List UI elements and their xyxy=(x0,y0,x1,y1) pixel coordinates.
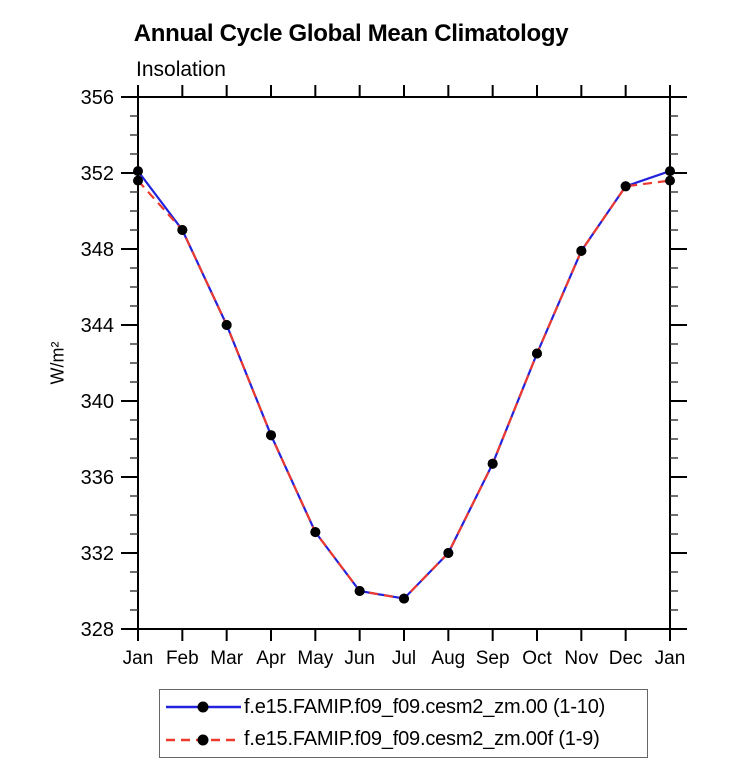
data-point-marker xyxy=(266,430,276,441)
x-axis-month-label: Aug xyxy=(431,648,465,669)
data-point-marker xyxy=(443,548,454,558)
legend-marker-dot xyxy=(197,701,209,713)
chart-plot-area: 328 332 336 340 344 348 352 356 Jan Feb Mar Apr May J… xyxy=(81,85,687,669)
y-axis-tick-label: 352 xyxy=(81,163,114,185)
chart-subtitle: Insolation xyxy=(136,58,226,81)
data-point-marker xyxy=(576,245,587,256)
x-axis-month-label: Apr xyxy=(256,648,286,669)
data-point-marker xyxy=(177,225,188,235)
y-axis-tick-label: 328 xyxy=(81,619,114,641)
x-axis-month-label: Sep xyxy=(476,648,510,669)
data-point-marker xyxy=(620,181,631,192)
chart-title: Annual Cycle Global Mean Climatology xyxy=(133,20,569,47)
series-line-2 xyxy=(137,179,671,600)
chart-legend: f.e15.FAMIP.f09_f09.cesm2_zm.00 (1-10) f… xyxy=(159,689,648,758)
x-axis-month-label: Mar xyxy=(210,648,243,669)
x-axis-month-label: Jun xyxy=(344,648,375,669)
x-axis-month-label: May xyxy=(297,648,333,669)
plot-frame xyxy=(137,96,671,630)
y-axis-tick-label: 348 xyxy=(81,239,114,261)
x-axis-month-label: Oct xyxy=(522,648,552,669)
y-axis-tick-label: 344 xyxy=(81,315,114,337)
legend-marker-dot xyxy=(197,734,209,746)
y-axis-tick-label: 356 xyxy=(81,87,114,109)
data-point-marker xyxy=(665,175,675,186)
legend-row-series-1: f.e15.FAMIP.f09_f09.cesm2_zm.00 (1-10) xyxy=(163,692,647,722)
data-point-marker xyxy=(310,527,321,538)
data-point-marker xyxy=(133,175,143,186)
legend-row-series-2: f.e15.FAMIP.f09_f09.cesm2_zm.00f (1-9) xyxy=(163,725,647,755)
x-axis-month-label: Jan xyxy=(123,648,154,669)
x-axis-month-label: Dec xyxy=(609,648,643,669)
data-point-marker xyxy=(133,166,143,177)
data-point-marker xyxy=(399,593,409,604)
series-line-1 xyxy=(137,170,671,600)
legend-label-series-2: f.e15.FAMIP.f09_f09.cesm2_zm.00f (1-9) xyxy=(244,728,600,751)
legend-label-series-1: f.e15.FAMIP.f09_f09.cesm2_zm.00 (1-10) xyxy=(244,695,606,718)
x-axis-month-label: Jan xyxy=(655,648,686,669)
data-point-marker xyxy=(665,166,675,177)
y-axis-tick-label: 332 xyxy=(81,543,114,565)
legend-line-sample-solid xyxy=(166,701,241,713)
y-axis-tick-label: 336 xyxy=(81,467,114,489)
data-point-marker xyxy=(221,320,232,330)
legend-line-sample-dashed xyxy=(166,734,241,746)
data-point-marker xyxy=(354,586,365,596)
x-axis-month-label: Nov xyxy=(564,648,598,669)
x-axis-month-label: Feb xyxy=(166,648,199,669)
data-point-marker xyxy=(487,458,498,469)
y-axis-tick-label: 340 xyxy=(81,391,114,413)
data-point-marker xyxy=(532,348,542,359)
x-axis-month-label: Jul xyxy=(392,648,416,669)
